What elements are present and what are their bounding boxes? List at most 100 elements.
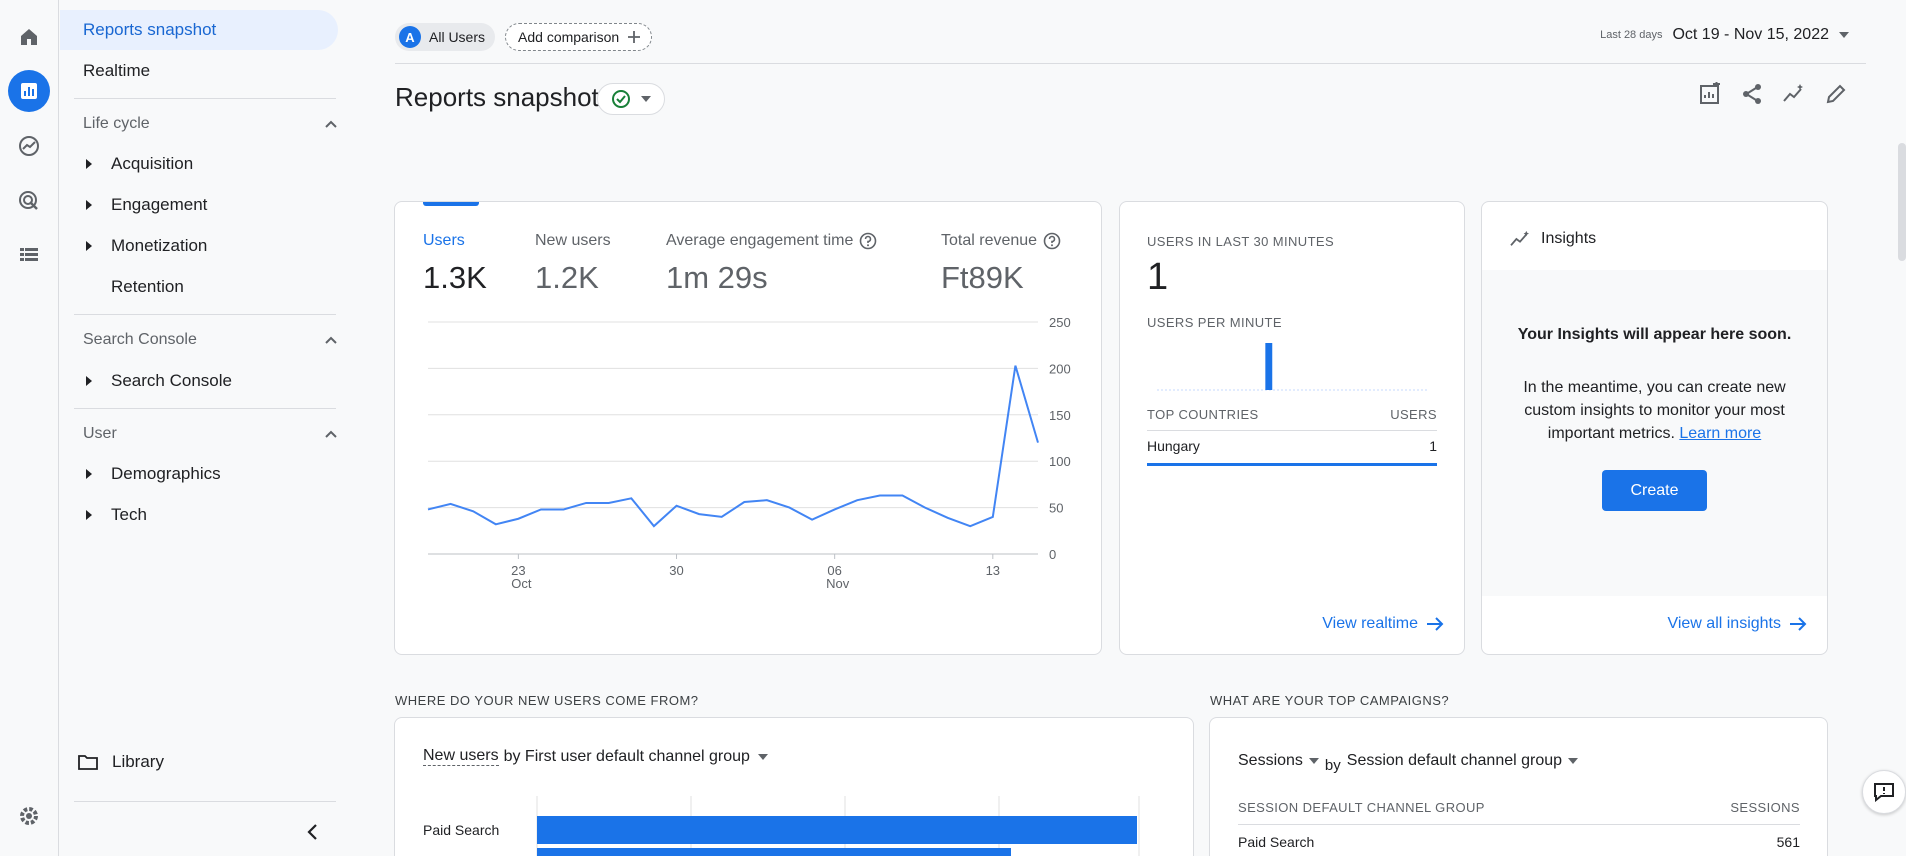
overview-card: Users 1.3K New users 1.2K Average engage… — [394, 201, 1102, 655]
date-range-picker[interactable]: Last 28 days Oct 19 - Nov 15, 2022 — [1600, 26, 1849, 44]
chevron-left-icon — [307, 824, 317, 840]
metric-total-revenue-tab[interactable]: Total revenue Ft89K — [941, 232, 1061, 296]
nav-section-lifecycle[interactable]: Life cycle — [83, 104, 338, 144]
dimension-selector[interactable]: Session default channel group — [1346, 751, 1563, 769]
x-tick-label: 23 — [511, 563, 525, 578]
acquisition-section-title: WHERE DO YOUR NEW USERS COME FROM? — [395, 693, 699, 708]
link-label: View realtime — [1322, 615, 1418, 632]
home-icon[interactable] — [8, 16, 50, 58]
folder-icon — [78, 755, 98, 770]
nav-retention[interactable]: Retention — [74, 267, 338, 307]
caret-right-icon — [74, 376, 104, 386]
nav-label: Retention — [111, 277, 184, 296]
x-tick-label: 06 — [827, 563, 841, 578]
nav-monetization[interactable]: Monetization — [74, 226, 338, 266]
nav-label: Tech — [111, 505, 147, 524]
campaigns-section-title: WHAT ARE YOUR TOP CAMPAIGNS? — [1210, 693, 1450, 708]
nav-label: Search Console — [111, 371, 232, 390]
view-all-insights-link[interactable]: View all insights — [1667, 615, 1807, 633]
view-realtime-link[interactable]: View realtime — [1322, 615, 1444, 633]
users-series-line — [427, 365, 1039, 528]
page-scrollbar[interactable] — [1898, 143, 1906, 261]
nav-section-user[interactable]: User — [83, 414, 338, 454]
table-row[interactable]: Hungary 1 — [1147, 438, 1437, 466]
metric-new-users-tab[interactable]: New users 1.2K — [535, 232, 611, 296]
metric-value: 1.2K — [535, 260, 599, 295]
per-minute-bar[interactable] — [1265, 343, 1273, 390]
table-row[interactable]: Paid Search 561 — [1238, 834, 1800, 850]
dropdown-arrow-icon — [1839, 32, 1849, 38]
insights-body: Your Insights will appear here soon. In … — [1482, 270, 1827, 596]
divider — [74, 801, 336, 802]
dropdown-arrow-icon — [757, 753, 768, 760]
advertising-icon[interactable] — [8, 180, 50, 222]
y-tick-label: 200 — [1049, 361, 1071, 376]
nav-engagement[interactable]: Engagement — [74, 185, 338, 225]
metric-label: New users — [535, 232, 611, 249]
nav-tech[interactable]: Tech — [74, 495, 338, 535]
nav-reports-snapshot[interactable]: Reports snapshot — [60, 10, 338, 50]
arrow-right-icon — [1790, 617, 1807, 631]
insights-description: In the meantime, you can create new cust… — [1523, 379, 1786, 442]
add-comparison-label: Add comparison — [518, 29, 620, 45]
create-insight-button[interactable]: Create — [1602, 470, 1707, 511]
y-tick-label: 250 — [1049, 315, 1071, 330]
nav-acquisition[interactable]: Acquisition — [74, 144, 338, 184]
reports-icon[interactable] — [8, 70, 50, 112]
share-icon[interactable] — [1740, 82, 1764, 106]
metric-selector[interactable]: New users — [423, 747, 499, 766]
arrow-right-icon — [1427, 617, 1444, 631]
metric-label: Total revenue — [941, 232, 1038, 249]
section-label: Life cycle — [83, 115, 150, 132]
selected-tab-indicator — [423, 202, 479, 206]
divider — [74, 314, 336, 315]
explore-icon[interactable] — [8, 125, 50, 167]
insights-icon[interactable] — [1782, 82, 1806, 106]
metric-value: 1m 29s — [666, 260, 768, 295]
feedback-button[interactable] — [1862, 770, 1906, 814]
dropdown-arrow-icon[interactable] — [1308, 757, 1319, 764]
insights-card: Insights Your Insights will appear here … — [1481, 201, 1828, 655]
customize-report-icon[interactable] — [1698, 82, 1722, 106]
collapse-nav-button[interactable] — [300, 820, 324, 844]
dimension-label: by First user default channel group — [503, 747, 750, 765]
new-users-bar-chart: Paid Search Organic Search — [423, 796, 1140, 856]
insights-header: Insights — [1509, 230, 1596, 248]
nav-label: Reports snapshot — [83, 20, 217, 39]
chevron-up-icon — [325, 430, 337, 438]
channel-bar[interactable] — [537, 816, 1137, 844]
nav-search-console[interactable]: Search Console — [74, 361, 338, 401]
edit-pencil-icon[interactable] — [1824, 82, 1848, 106]
segment-chip[interactable]: A All Users — [395, 23, 496, 51]
nav-library[interactable]: Library — [78, 742, 402, 782]
dimension-column-header: SESSION DEFAULT CHANNEL GROUP — [1238, 800, 1485, 815]
add-comparison-button[interactable]: Add comparison — [505, 23, 653, 51]
dropdown-arrow-icon — [641, 96, 651, 102]
metric-selector[interactable]: Sessions — [1238, 751, 1303, 769]
help-icon[interactable] — [859, 232, 877, 250]
channel-bar[interactable] — [537, 848, 1011, 856]
caret-right-icon — [74, 200, 104, 210]
help-icon[interactable] — [1043, 232, 1061, 250]
dropdown-arrow-icon[interactable] — [1568, 757, 1579, 764]
learn-more-link[interactable]: Learn more — [1679, 425, 1762, 442]
settings-gear-icon[interactable] — [8, 795, 50, 837]
report-status-dropdown[interactable] — [597, 83, 665, 115]
reports-nav: Reports snapshot Realtime Life cycle Acq… — [60, 0, 350, 856]
metric-engagement-time-tab[interactable]: Average engagement time 1m 29s — [666, 232, 877, 296]
insights-title: Insights — [1541, 230, 1597, 247]
metric-users-tab[interactable]: Users 1.3K — [423, 232, 487, 296]
segment-avatar: A — [399, 26, 421, 48]
nav-demographics[interactable]: Demographics — [74, 454, 338, 494]
x-tick-label: 13 — [986, 563, 1000, 578]
configure-icon[interactable] — [8, 234, 50, 276]
row-label: Paid Search — [1238, 834, 1315, 850]
nav-realtime[interactable]: Realtime — [60, 51, 384, 91]
channel-dimension-selector[interactable]: New users by First user default channel … — [423, 747, 768, 766]
header-divider — [395, 63, 1866, 64]
nav-section-search-console[interactable]: Search Console — [83, 320, 338, 360]
caret-right-icon — [74, 510, 104, 520]
sessions-column-header: SESSIONS — [1730, 800, 1800, 815]
x-tick-label: 30 — [669, 563, 683, 578]
